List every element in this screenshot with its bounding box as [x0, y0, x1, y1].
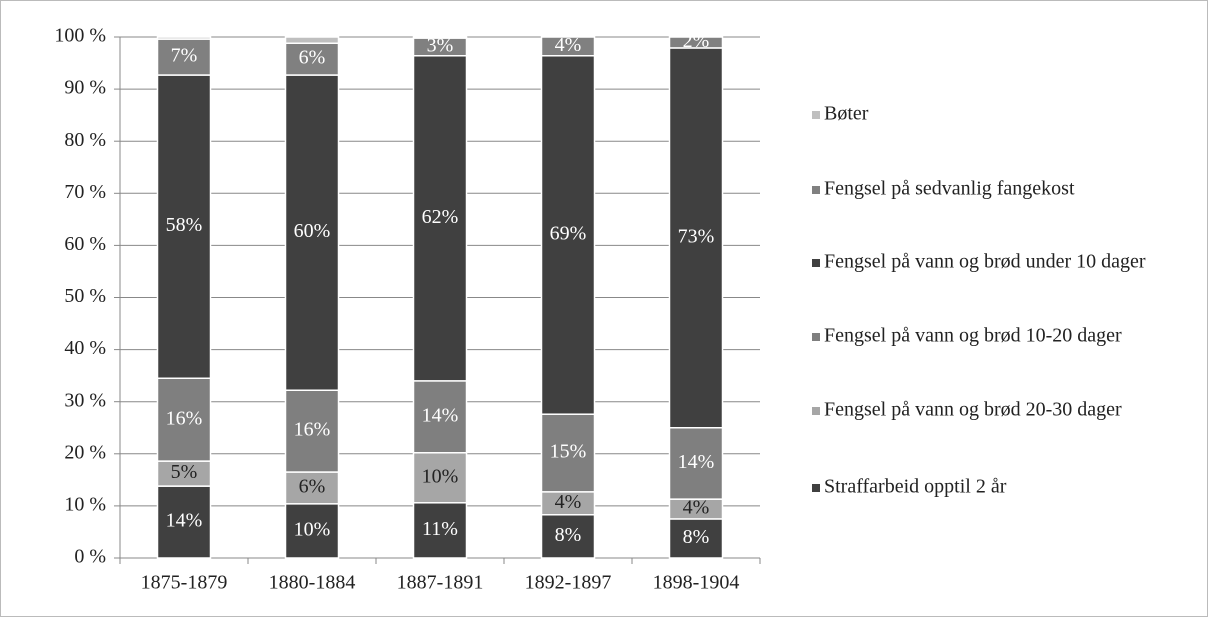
bar-segment: [540, 36, 596, 57]
y-tick-label: 30 %: [64, 389, 106, 411]
data-label: 2%: [683, 30, 710, 52]
y-tick-label: 90 %: [64, 77, 106, 99]
legend-label: Bøter: [824, 103, 869, 125]
data-label: 73%: [678, 225, 715, 247]
data-label: 8%: [683, 526, 710, 548]
data-label: 7%: [171, 45, 198, 67]
bar-segment: [284, 74, 340, 391]
bar-segment: [284, 36, 340, 45]
y-tick-label: 40 %: [64, 337, 106, 359]
data-label: 16%: [294, 419, 331, 441]
data-label: 15%: [550, 441, 587, 463]
bar-segment: [412, 452, 468, 504]
legend-label: Fengsel på vann og brød under 10 dager: [824, 251, 1146, 273]
data-label: 14%: [422, 404, 459, 426]
data-label: 14%: [678, 451, 715, 473]
x-tick-label: 1892-1897: [525, 572, 612, 594]
legend-swatch: [812, 333, 820, 341]
legend-label: Straffarbeid opptil 2 år: [824, 476, 1007, 498]
data-label: 69%: [550, 223, 587, 245]
data-label: 3%: [427, 34, 454, 56]
data-label: 10%: [422, 465, 459, 487]
bar-segment: [284, 389, 340, 473]
data-label: 10%: [294, 519, 331, 541]
data-label: 6%: [299, 47, 326, 69]
legend-swatch: [812, 484, 820, 492]
bar-segment: [412, 36, 468, 39]
y-tick-label: 10 %: [64, 493, 106, 515]
legend-label: Fengsel på vann og brød 10-20 dager: [824, 325, 1122, 347]
y-tick-label: 0 %: [74, 546, 106, 568]
bar-segment: [668, 427, 724, 500]
y-tick-label: 50 %: [64, 285, 106, 307]
legend-swatch: [812, 407, 820, 415]
legend-label: Fengsel på sedvanlig fangekost: [824, 178, 1075, 200]
bar-segment: [412, 380, 468, 454]
bar-segment: [156, 485, 212, 559]
data-label: 8%: [555, 524, 582, 546]
bar-segment: [668, 47, 724, 429]
data-label: 4%: [683, 497, 710, 519]
data-label: 6%: [299, 476, 326, 498]
bar-segment: [412, 55, 468, 382]
y-tick-label: 60 %: [64, 233, 106, 255]
y-tick-label: 20 %: [64, 441, 106, 463]
bar-segment: [156, 460, 212, 487]
data-label: 58%: [166, 214, 203, 236]
data-label: 14%: [166, 510, 203, 532]
y-tick-label: 100 %: [54, 25, 106, 47]
legend-swatch: [812, 186, 820, 194]
data-label: 16%: [166, 407, 203, 429]
data-label: 4%: [555, 491, 582, 513]
bar-segment: [412, 502, 468, 559]
legend-swatch: [812, 111, 820, 119]
bar-segment: [156, 74, 212, 380]
legend-swatch: [812, 259, 820, 267]
bar-segment: [156, 36, 212, 40]
legend-label: Fengsel på vann og brød 20-30 dager: [824, 399, 1122, 421]
data-label: 5%: [171, 461, 198, 483]
x-tick-label: 1898-1904: [653, 572, 740, 594]
data-label: 60%: [294, 220, 331, 242]
bar-segment: [540, 55, 596, 415]
data-label: 4%: [555, 34, 582, 56]
y-tick-label: 80 %: [64, 129, 106, 151]
x-tick-label: 1875-1879: [141, 572, 228, 594]
x-tick-label: 1887-1891: [397, 572, 484, 594]
bar-segment: [540, 514, 596, 559]
y-tick-label: 70 %: [64, 181, 106, 203]
data-label: 11%: [422, 518, 458, 540]
data-label: 62%: [422, 206, 459, 228]
x-tick-label: 1880-1884: [269, 572, 356, 594]
bar-segment: [668, 36, 724, 49]
bar-segment: [284, 503, 340, 559]
